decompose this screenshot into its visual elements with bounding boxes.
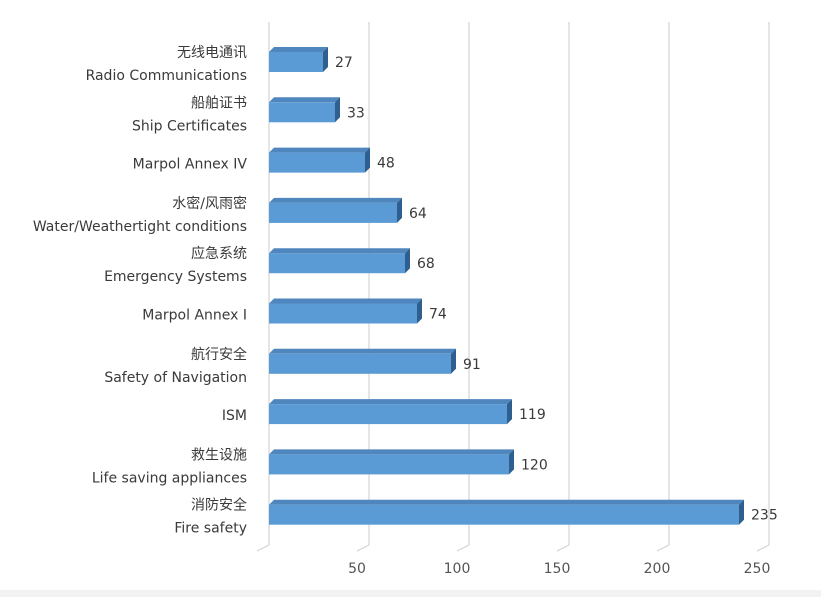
- value-label: 33: [347, 105, 365, 121]
- category-label-zh: 无线电通讯: [177, 45, 247, 61]
- bar-side-face: [405, 248, 410, 274]
- x-tick-label: 250: [744, 561, 771, 577]
- value-label: 74: [429, 307, 447, 323]
- tick-layer: 50 100 150 200 250: [348, 561, 770, 577]
- bar-side-face: [335, 97, 340, 123]
- category-label-en: Marpol Annex I: [142, 308, 247, 324]
- bottom-divider: [0, 590, 821, 597]
- bar-side-face: [323, 47, 328, 72]
- category-label-zh: 航行安全: [191, 346, 247, 363]
- gridline-floor: [756, 544, 770, 552]
- bar-top-face: [269, 449, 514, 455]
- bar: [269, 303, 417, 324]
- category-label-en: Marpol Annex IV: [133, 157, 248, 173]
- category-label-en: Water/Weathertight conditions: [33, 219, 247, 235]
- label-layer: 27 无线电通讯 Radio Communications 33 船舶证书 Ship Ce…: [33, 45, 778, 537]
- bar: [269, 253, 405, 274]
- bar-side-face: [509, 449, 514, 475]
- bar: [269, 152, 365, 173]
- bar-side-face: [365, 147, 370, 173]
- bar-top-face: [269, 348, 456, 354]
- x-tick-label: 100: [444, 561, 471, 577]
- value-label: 27: [335, 55, 353, 71]
- bar-top-face: [269, 47, 328, 52]
- bar-top-face: [269, 399, 512, 405]
- category-label-en: Safety of Navigation: [104, 370, 247, 386]
- bar-side-face: [417, 298, 422, 324]
- bar: [269, 454, 509, 475]
- bar: [269, 504, 739, 525]
- bar-layer: [269, 47, 744, 525]
- bar-top-face: [269, 197, 402, 203]
- category-label-zh: 船舶证书: [191, 95, 247, 111]
- category-label-zh: 水密/风雨密: [172, 195, 247, 212]
- bar-top-face: [269, 147, 370, 153]
- value-label: 235: [751, 508, 778, 524]
- category-label-en: Emergency Systems: [104, 269, 247, 285]
- bar-top-face: [269, 499, 744, 505]
- x-tick-label: 50: [348, 561, 366, 577]
- gridline-floor: [656, 544, 670, 552]
- category-label-en: ISM: [222, 408, 247, 424]
- value-label: 48: [377, 156, 395, 172]
- bar-top-face: [269, 97, 340, 103]
- gridline-floor: [356, 544, 370, 552]
- x-tick-label: 150: [544, 561, 571, 577]
- category-label-en: Fire safety: [174, 521, 247, 537]
- category-label-zh: 消防安全: [191, 497, 247, 514]
- bar: [269, 404, 507, 425]
- category-label-en: Life saving appliances: [92, 470, 247, 486]
- bar-top-face: [269, 298, 422, 304]
- bar-top-face: [269, 248, 410, 254]
- category-label-zh: 救生设施: [191, 447, 247, 463]
- gridline-floor: [456, 544, 470, 552]
- bar: [269, 52, 323, 72]
- value-label: 119: [519, 407, 546, 423]
- bar-side-face: [739, 499, 744, 525]
- gridline-floor: [256, 544, 270, 552]
- value-label: 68: [417, 256, 435, 272]
- bar: [269, 353, 451, 374]
- category-label-en: Ship Certificates: [132, 118, 247, 134]
- category-label-en: Radio Communications: [86, 68, 247, 84]
- bar: [269, 202, 397, 223]
- x-tick-label: 200: [644, 561, 671, 577]
- bar: [269, 102, 335, 123]
- category-label-zh: 应急系统: [191, 245, 247, 262]
- value-label: 120: [521, 457, 548, 473]
- value-label: 64: [409, 206, 427, 222]
- value-label: 91: [463, 357, 481, 373]
- bar-side-face: [507, 399, 512, 425]
- gridline-floor: [556, 544, 570, 552]
- grid-layer: [256, 22, 770, 552]
- bar-side-face: [451, 348, 456, 374]
- bar-side-face: [397, 197, 402, 223]
